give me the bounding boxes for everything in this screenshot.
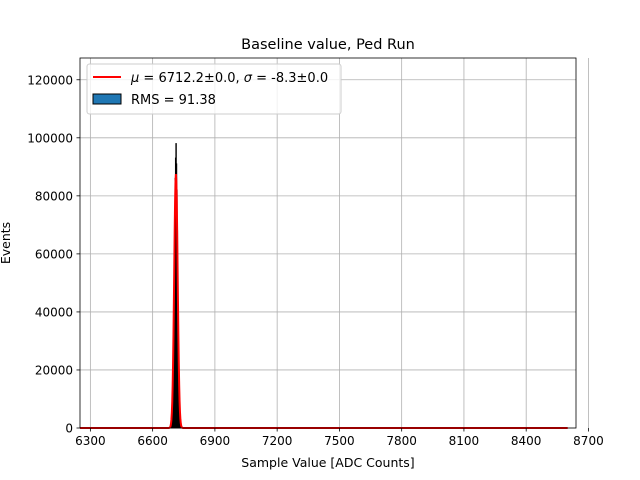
legend: μ = 6712.2±0.0, σ = -8.3±0.0 RMS = 91.38 xyxy=(86,63,342,115)
y-tick-label: 120000 xyxy=(27,73,73,87)
y-axis-label: Events xyxy=(0,222,13,264)
legend-box xyxy=(86,63,342,115)
plot-frame xyxy=(79,57,577,429)
y-tick-label: 100000 xyxy=(27,131,73,145)
x-tick-label: 7800 xyxy=(386,434,417,448)
y-tick-label: 80000 xyxy=(35,189,73,203)
chart-title: Baseline value, Ped Run xyxy=(241,37,415,53)
y-tick-label: 20000 xyxy=(35,363,73,377)
y-tick-label: 40000 xyxy=(35,305,73,319)
x-tick-label: 6600 xyxy=(137,434,168,448)
legend-fit-label: μ = 6712.2±0.0, σ = -8.3±0.0 xyxy=(130,71,328,86)
x-tick-label: 6900 xyxy=(200,434,231,448)
x-tick-label: 8700 xyxy=(573,434,604,448)
legend-rms-label: RMS = 91.38 xyxy=(131,93,216,108)
x-tick-label: 7500 xyxy=(324,434,355,448)
legend-hist-patch-swatch xyxy=(92,93,122,105)
x-axis-label: Sample Value [ADC Counts] xyxy=(241,455,414,470)
x-tick-label: 7200 xyxy=(262,434,293,448)
x-tick-label: 6300 xyxy=(75,434,106,448)
y-tick-label: 0 xyxy=(65,422,73,436)
axis-ticks: 6300 6600 6900 7200 7500 7800 8100 8400 8700 0 200… xyxy=(27,73,604,448)
legend-mu-value: = 6712.2±0.0, xyxy=(139,71,243,86)
x-tick-label: 8100 xyxy=(449,434,480,448)
y-tick-label: 60000 xyxy=(35,247,73,261)
legend-mu-symbol: μ xyxy=(130,71,139,86)
legend-sigma-symbol: σ xyxy=(244,71,253,86)
legend-sigma-value: = -8.3±0.0 xyxy=(252,71,328,86)
x-tick-label: 8400 xyxy=(511,434,542,448)
